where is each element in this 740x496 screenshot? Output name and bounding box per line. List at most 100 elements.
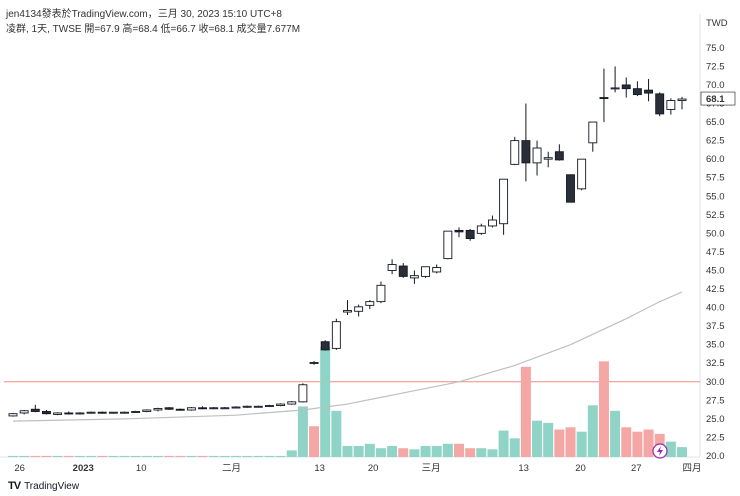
volume-bar [208,455,219,457]
candle [421,266,430,277]
volume-bar [186,455,197,457]
candle [142,409,152,412]
candle [175,408,185,411]
candle [220,407,230,410]
x-tick-label: 13 [314,463,325,474]
volume-bar [130,455,141,457]
volume-bar [364,443,375,457]
candle [186,407,196,411]
volume-bar [375,448,386,457]
y-tick-label: 57.5 [706,173,725,184]
candle [499,178,509,225]
x-tick-label: 20 [368,463,379,474]
candle [376,284,386,303]
volume-bar [275,455,286,457]
brand-name: TradingView [24,480,80,492]
y-tick-label: 45.0 [706,265,725,276]
y-tick-label: 20.0 [706,451,725,462]
volume-bar [297,406,308,457]
volume-bar [231,455,241,457]
x-tick-label: 四月 [683,463,702,474]
x-tick-label: 2023 [73,463,94,474]
brand-footer[interactable]: TV TradingView [8,480,79,492]
volume-bar [420,446,431,457]
candle [120,411,129,414]
volume-bar [197,455,208,457]
candle [677,98,687,101]
volume-bar [387,446,398,457]
candle [432,267,442,273]
volume-bar [532,420,543,457]
candle [621,84,631,90]
candle [131,411,141,413]
candle [465,229,475,240]
volume-bar [520,366,531,457]
candle [75,412,85,415]
volume-bar [398,448,409,457]
candle [644,89,653,94]
candle [30,408,40,412]
volume-bar [52,455,63,457]
candle [253,405,263,408]
y-tick-label: 65.0 [706,117,725,128]
candle [454,229,464,233]
candle [153,408,163,411]
candle [532,147,542,164]
volume-bar [253,455,264,457]
candle [599,97,609,100]
x-tick-label: 二月 [222,463,241,474]
y-tick-label: 55.0 [706,191,725,202]
volume-bar [543,422,554,457]
volume-bar [74,455,85,457]
candle [231,406,241,409]
candle [666,100,676,110]
volume-bar [409,449,420,457]
last-price-label: 68.1 [706,94,725,105]
x-tick-label: 20 [575,463,586,474]
candle [331,321,341,349]
candle [242,405,252,408]
candle [8,413,18,417]
candle [398,265,408,277]
currency-label: TWD [706,18,728,29]
volume-bar [141,455,152,457]
y-tick-label: 47.5 [706,247,725,258]
candle [543,157,553,160]
y-tick-label: 22.5 [706,432,725,443]
candle [443,230,453,260]
candle [108,411,118,414]
volume-bar [487,449,498,457]
price-chart[interactable]: TWD75.072.570.067.565.062.560.057.555.05… [0,0,740,478]
volume-bar [587,405,598,457]
volume-bar [610,410,621,457]
candle [476,225,486,234]
tradingview-logo-icon: TV [8,480,21,492]
lightning-icon[interactable] [652,443,668,459]
volume-bar [632,431,643,457]
volume-bar [442,443,453,457]
volume-bar [86,455,97,457]
y-tick-label: 27.5 [706,395,725,406]
volume-bar [342,446,353,457]
volume-bar [97,455,108,457]
volume-bar [108,455,119,457]
x-tick-label: 26 [14,463,25,474]
candle [276,403,286,406]
volume-bar [677,447,687,457]
y-tick-label: 62.5 [706,136,725,147]
volume-bar [331,410,342,457]
volume-bar [264,455,275,457]
y-tick-label: 35.0 [706,340,725,351]
candle [320,341,330,351]
candle [198,407,208,410]
candle [354,306,364,312]
moving-average-line [12,291,683,422]
candle [19,410,29,414]
candle [298,384,308,403]
volume-bar [554,429,565,457]
candle [577,158,587,190]
volume-bar [164,455,175,457]
volume-bar [309,426,320,457]
volume-bar [665,441,676,457]
x-tick-label: 三月 [422,463,441,474]
